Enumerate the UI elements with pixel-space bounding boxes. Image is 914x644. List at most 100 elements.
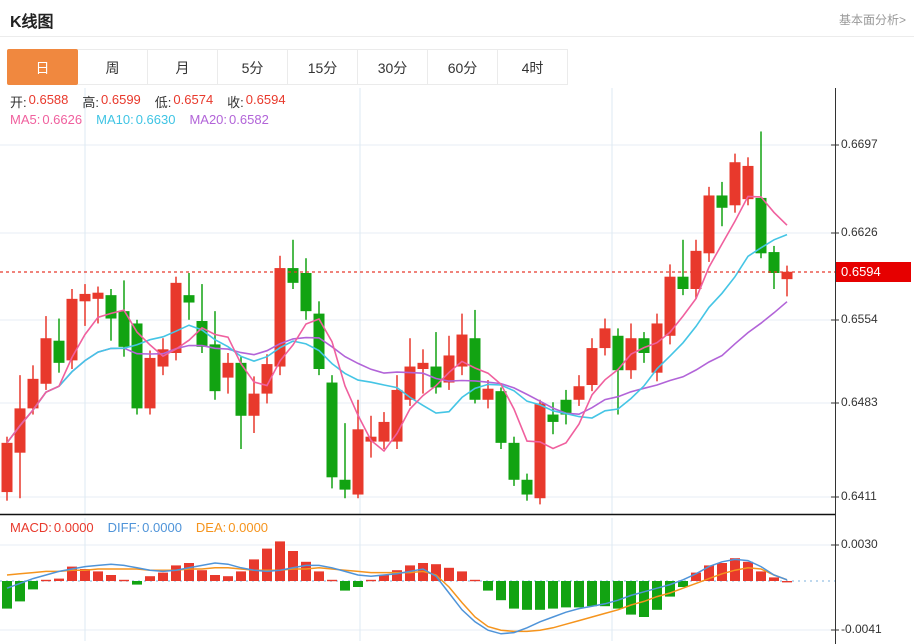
macd-bar (379, 575, 389, 581)
macd-bar (717, 563, 727, 581)
candle-up (378, 421, 390, 442)
price-axis-tick: 0.6554 (841, 312, 878, 326)
candle-up (599, 328, 611, 349)
candle-up (92, 292, 104, 299)
macd-bar (262, 548, 272, 581)
high-label: 高: (82, 95, 100, 110)
macd-bar (275, 541, 285, 581)
candle-up (1, 442, 13, 493)
ohlc-readout: 开: 0.6588 高: 0.6599 低: 0.6574 收: 0.6594 (10, 92, 286, 111)
macd-label: MACD: (10, 520, 52, 535)
candle-down (521, 479, 533, 495)
macd-bar (470, 579, 480, 582)
candle-up (274, 268, 286, 367)
macd-bar (158, 572, 168, 581)
open-value: 0.6588 (28, 92, 69, 107)
candle-down (755, 197, 767, 254)
page-title: K线图 (10, 14, 54, 31)
candle-down (508, 442, 520, 480)
macd-bar (197, 570, 207, 581)
macd-bar (288, 551, 298, 581)
candle-down (300, 273, 312, 312)
tab-5min[interactable]: 5分 (217, 49, 288, 85)
candle-up (664, 276, 676, 336)
macd-bar (600, 581, 610, 607)
candle-up (352, 429, 364, 495)
macd-bar (743, 561, 753, 581)
candle-down (118, 311, 130, 347)
macd-axis-tick: 0.0030 (841, 537, 878, 551)
macd-bar (2, 581, 12, 609)
candle-up (40, 338, 52, 384)
price-axis-tick: 0.6483 (841, 395, 878, 409)
macd-bar (301, 561, 311, 581)
tab-day[interactable]: 日 (7, 49, 78, 85)
macd-bar (626, 581, 636, 615)
candle-down (131, 323, 143, 409)
macd-bar (28, 581, 38, 590)
open-label: 开: (10, 95, 27, 110)
macd-bar (769, 577, 779, 581)
candle-up (742, 165, 754, 200)
ma10-line (6, 233, 788, 444)
tab-30min[interactable]: 30分 (357, 49, 428, 85)
macd-bar (457, 571, 467, 581)
ma10-label: MA10: (96, 112, 134, 127)
close-value: 0.6594 (245, 92, 286, 107)
diff-line (6, 558, 788, 635)
candle-down (53, 340, 65, 363)
macd-bar (756, 571, 766, 581)
candle-up (144, 357, 156, 409)
macd-bar (535, 581, 545, 610)
candle-down (560, 399, 572, 415)
diff-label: DIFF: (107, 520, 141, 535)
candle-down (209, 344, 221, 392)
macd-bar (652, 581, 662, 610)
candle-up (170, 282, 182, 353)
candle-down (339, 479, 351, 490)
macd-bar (548, 581, 558, 609)
macd-bar (106, 575, 116, 581)
title-separator (0, 36, 914, 37)
low-value: 0.6574 (173, 92, 214, 107)
price-axis-tick: 0.6697 (841, 137, 878, 151)
candle-up (157, 349, 169, 367)
candle-down (469, 338, 481, 400)
macd-bar (587, 581, 597, 607)
ma5-value: 0.6626 (42, 112, 83, 127)
tab-4hour[interactable]: 4时 (497, 49, 568, 85)
candle-down (287, 268, 299, 283)
macd-bar (340, 581, 350, 591)
tab-15min[interactable]: 15分 (287, 49, 358, 85)
candle-down (235, 362, 247, 416)
macd-bar (15, 581, 25, 602)
price-axis-tick: 0.6626 (841, 225, 878, 239)
tab-month[interactable]: 月 (147, 49, 218, 85)
candle-down (183, 295, 195, 303)
candle-up (573, 386, 585, 400)
macd-axis-tick: -0.0041 (841, 622, 882, 636)
candle-down (547, 414, 559, 422)
macd-value: 0.0000 (53, 520, 94, 535)
macd-bar (691, 572, 701, 581)
candle-up (586, 348, 598, 385)
candle-up (248, 393, 260, 416)
candle-down (768, 252, 780, 273)
fundamental-analysis-link[interactable]: 基本面分析> (838, 13, 906, 27)
macd-bar (444, 567, 454, 581)
tab-60min[interactable]: 60分 (427, 49, 498, 85)
macd-bar (93, 571, 103, 581)
tab-week[interactable]: 周 (77, 49, 148, 85)
macd-bar (184, 563, 194, 581)
macd-bar (496, 581, 506, 601)
macd-bar (392, 570, 402, 581)
macd-bar (132, 581, 142, 585)
macd-bar (80, 569, 90, 581)
macd-bar (54, 578, 64, 581)
low-label: 低: (154, 95, 172, 110)
candle-down (612, 335, 624, 371)
macd-bar (483, 581, 493, 591)
candle-down (638, 338, 650, 353)
